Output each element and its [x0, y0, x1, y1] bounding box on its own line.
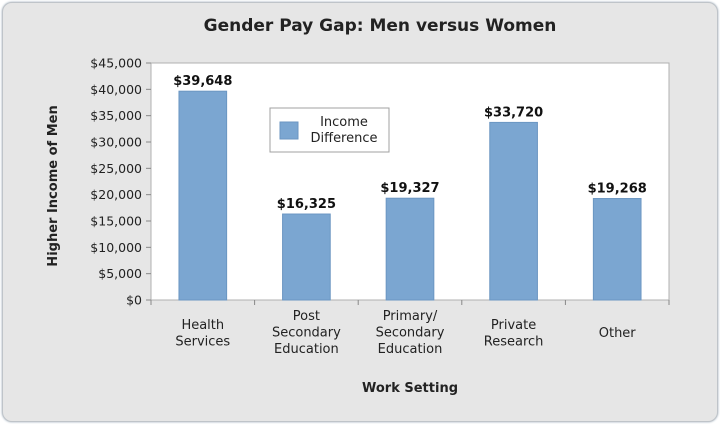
bar-series: [178, 90, 642, 301]
data-label: $33,720: [484, 105, 543, 120]
category-label: Private Research: [484, 318, 544, 350]
y-tick-label: $20,000: [90, 187, 142, 202]
y-tick-label: $10,000: [90, 240, 142, 255]
y-axis-title: Higher Income of Men: [46, 105, 61, 266]
data-label: $16,325: [277, 197, 336, 212]
y-tick-label: $5,000: [98, 266, 142, 281]
category-label: Post Secondary Education: [272, 309, 341, 357]
y-axis: $0 $5,000 $10,000 $15,000 $20,000 $25,000 $30,…: [90, 56, 151, 308]
y-tick-label: $30,000: [90, 135, 142, 150]
bar: [489, 121, 538, 301]
category-label: Other: [599, 326, 637, 341]
category-labels: Health Services Post Secondary Education Prim…: [175, 309, 636, 357]
category-label: Primary/Secondary Education: [376, 309, 445, 357]
bar: [178, 90, 228, 301]
data-label: $19,327: [380, 181, 439, 196]
bar: [282, 213, 331, 301]
x-axis-title: Work Setting: [362, 381, 458, 396]
data-label: $19,268: [588, 182, 647, 197]
data-label: $39,648: [173, 74, 232, 89]
category-label: Health Services: [175, 318, 230, 350]
legend-label: Income Difference: [310, 115, 377, 146]
y-tick-label: $45,000: [90, 56, 142, 71]
data-labels: $39,648 $16,325 $19,327 $33,720 $19,268: [173, 74, 647, 212]
legend-swatch: [279, 121, 299, 140]
bar: [592, 198, 642, 301]
legend: Income Difference: [269, 107, 390, 153]
x-axis: [150, 300, 670, 305]
y-tick-label: $15,000: [90, 214, 142, 229]
chart-title: Gender Pay Gap: Men versus Women: [204, 16, 557, 36]
y-tick-label: $0: [126, 293, 142, 308]
bar: [385, 197, 435, 301]
y-tick-label: $40,000: [90, 82, 142, 97]
y-tick-label: $25,000: [90, 161, 142, 176]
y-tick-label: $35,000: [90, 108, 142, 123]
